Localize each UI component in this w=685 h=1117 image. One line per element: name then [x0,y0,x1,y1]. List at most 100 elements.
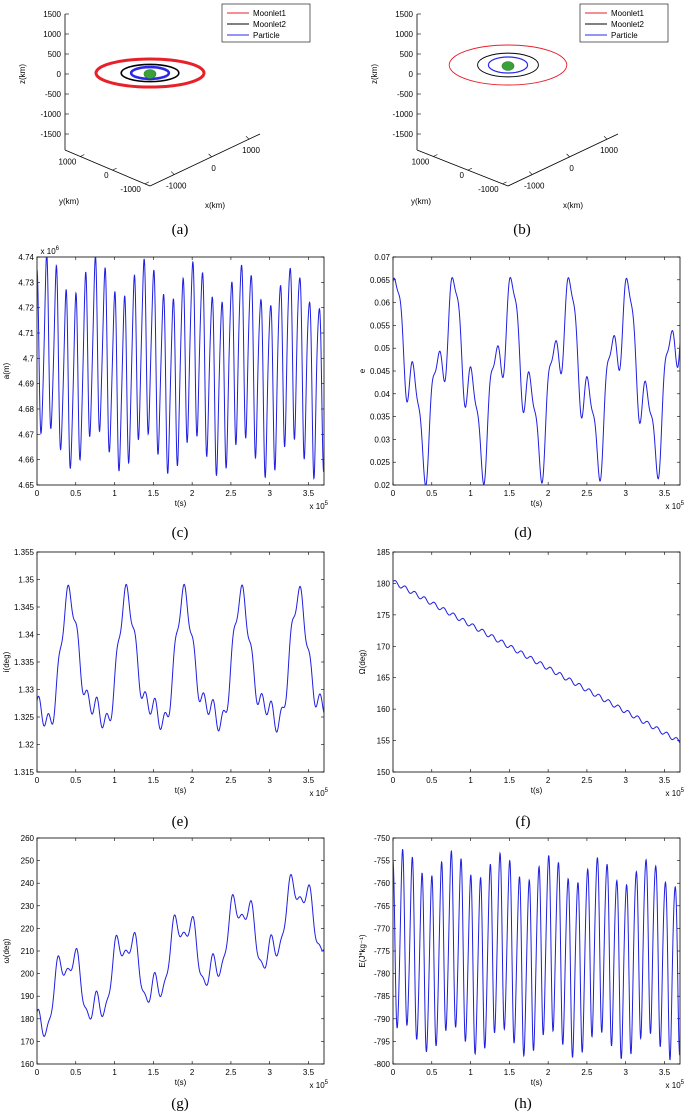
x-tick-label: 0.5 [70,1068,82,1077]
x-tick-label: 3.5 [659,1068,671,1077]
y-tick-label: 4.68 [18,405,34,414]
orbit-panel-b: 1500 1000 500 0 -500 -1000 -1500 z(km) 1000 0 -100… [370,3,669,238]
z-axis-label: z(km) [18,64,27,84]
y-tick-label: 4.69 [18,380,34,389]
x-tick-label: 2 [190,1068,195,1077]
chart-d: 0.02 0.025 0.03 0.035 0.04 0.045 0.05 0.055 0.06… [358,253,685,541]
x-tick [245,135,250,140]
x-tick-label: 2 [546,1068,551,1077]
x-tick-label: 1 [468,776,473,785]
y-tick-label: 1.34 [18,631,34,640]
x-tick-label: 1.5 [148,776,160,785]
y-tick-label: 4.71 [18,329,34,338]
y-tick-label: 210 [21,947,35,956]
orbit-panel-a: 1500 1000 500 0 -500 -1000 -1500 z(km) 1000 0 -100… [18,3,311,238]
y-tick [80,154,85,157]
x-tick-label: 0.5 [70,776,82,785]
y-tick-label: 0.02 [374,481,390,490]
y-axis-label: y(km) [59,197,79,206]
x-tick-label: 0 [35,489,40,498]
x-tick-label: 3.5 [303,489,315,498]
x-exponent: x 105 [666,788,685,798]
particle-orbit [487,56,529,74]
series-line [393,276,680,485]
y-tick-label: 180 [21,1015,35,1024]
y-tick-label: -775 [374,947,391,956]
y-axis-label: y(km) [411,197,431,206]
z-tick-label: 1000 [43,30,61,39]
x-tick [603,135,608,140]
y-tick-label: -795 [374,1037,391,1046]
y-axis-label: i(deg) [2,651,11,672]
y-tick-label: -790 [374,1015,391,1024]
moonlet1-orbit [448,44,568,86]
x-tick-label: 0 [391,489,396,498]
y-tick-label: 4.73 [18,278,34,287]
x-tick [566,153,570,158]
chart-h: -800 -795 -790 -785 -780 -775 -770 -765 -760 -755… [358,834,685,1112]
legend-label: Moonlet1 [253,9,286,18]
chart-c: 4.65 4.66 4.67 4.68 4.69 4.7 4.71 4.72 4.73 4.74 0… [2,246,329,541]
legend-label: Moonlet2 [611,20,644,29]
panel-caption: (g) [171,1096,189,1112]
y-tick-label: 0.06 [374,299,390,308]
x-tick-label: -1000 [524,182,545,191]
y-tick-label: 0.025 [370,458,391,467]
x-axis-line [149,133,261,187]
x-exponent: x 105 [310,1080,329,1090]
panel-caption: (h) [514,1096,532,1112]
z-tick-label: -1500 [393,130,414,139]
y-tick-label: 160 [377,705,391,714]
y-axis-label: E(J*kg⁻¹) [358,934,367,967]
x-exponent: x 105 [310,788,329,798]
x-tick-label: 2 [546,776,551,785]
x-tick-label: 3 [623,1068,628,1077]
x-tick-label: 1.5 [504,776,516,785]
y-axis-label: a(m) [2,362,11,379]
y-tick-label: -755 [374,857,391,866]
x-tick-label: 1000 [242,146,260,155]
y-tick-label: 0.065 [370,276,391,285]
y-tick-label: -765 [374,902,391,911]
central-body [501,61,515,71]
y-tick-label: 200 [21,970,35,979]
y-tick-label: 220 [21,924,35,933]
x-tick-label: 3 [267,1068,272,1077]
panel-caption: (e) [172,814,189,830]
y-tick-label: 230 [21,902,35,911]
y-tick-label: 0 [460,171,465,180]
x-tick [528,171,533,175]
x-axis-label: t(s) [531,1078,543,1087]
z-tick-label: 0 [409,70,414,79]
y-tick-label: -785 [374,992,391,1001]
central-body [143,69,157,79]
y-tick-label: 260 [21,834,35,843]
x-tick-label: 1 [468,489,473,498]
y-tick-label: 250 [21,857,35,866]
y-tick-label: 1.32 [18,741,34,750]
legend-label: Moonlet2 [253,20,286,29]
x-axis-label: x(km) [563,201,583,210]
x-tick-label: 1000 [600,146,618,155]
x-tick-label: 0 [35,1068,40,1077]
y-tick [467,167,473,171]
y-tick-label: 0.035 [370,413,391,422]
y-tick-label: 0.05 [374,344,390,353]
x-axis-line [507,133,619,187]
x-axis-label: x(km) [205,201,225,210]
y-tick [112,167,117,171]
legend-label: Particle [253,31,280,40]
series-line [393,580,680,744]
x-tick-label: 0 [211,164,216,173]
x-axis-label: t(s) [531,499,543,508]
y-axis-line [416,149,509,187]
x-exponent: x 105 [310,501,329,511]
y-tick-label: 4.66 [18,456,34,465]
x-tick-label: 3 [623,776,628,785]
legend-box [221,3,311,43]
x-tick-label: 3 [623,489,628,498]
y-tick-label: 160 [21,1060,35,1069]
series-line [37,583,324,733]
z-tick-label: 0 [57,70,62,79]
